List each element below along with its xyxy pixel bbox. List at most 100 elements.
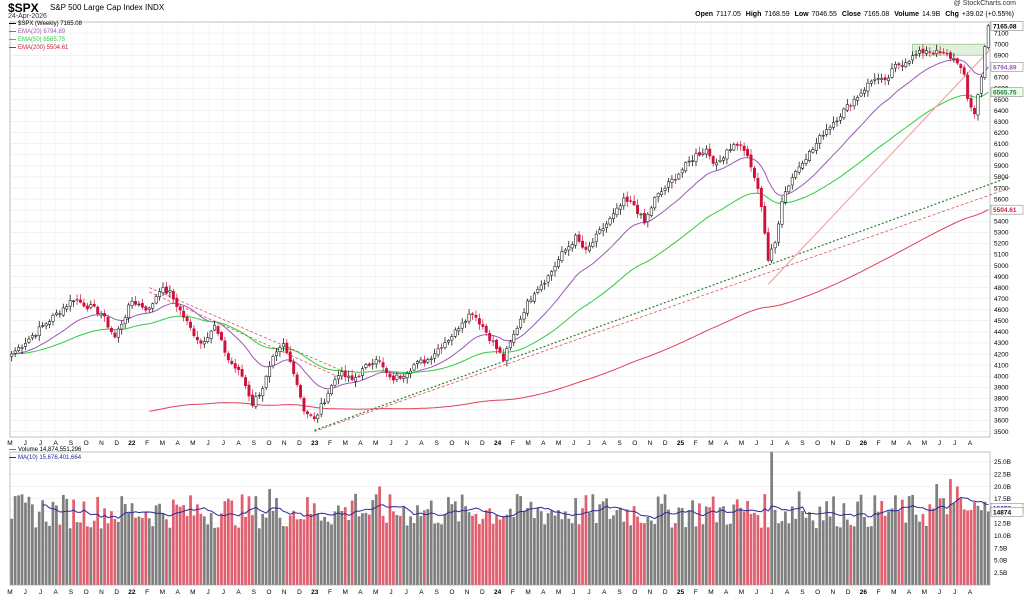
candle-body bbox=[192, 328, 196, 337]
candle-body bbox=[464, 320, 468, 323]
volume-month-label: S bbox=[69, 589, 74, 596]
candle-body bbox=[780, 201, 784, 225]
volume-tick-label: 25.0B bbox=[994, 459, 1011, 466]
candle-body bbox=[832, 122, 835, 128]
volume-month-label: A bbox=[785, 589, 790, 596]
candle-body bbox=[340, 371, 344, 377]
candle-body bbox=[543, 283, 547, 285]
volume-bar bbox=[553, 515, 557, 585]
candle-body bbox=[495, 339, 499, 350]
candle-body bbox=[649, 207, 653, 216]
candle-body bbox=[299, 385, 303, 398]
volume-bar bbox=[144, 511, 148, 585]
candle-body bbox=[900, 65, 904, 67]
chart-date: 24-Apr-2026 bbox=[8, 13, 47, 20]
candle-body bbox=[154, 296, 158, 304]
ema-lines bbox=[11, 59, 989, 412]
volume-bar bbox=[945, 514, 949, 585]
volume-bar bbox=[55, 505, 58, 585]
candle-body bbox=[30, 335, 34, 339]
candle-body bbox=[883, 77, 887, 81]
volume-bar bbox=[412, 523, 416, 585]
candle-body bbox=[897, 63, 901, 66]
volume-bar bbox=[309, 514, 313, 585]
candle-body bbox=[973, 108, 976, 115]
volume-bar bbox=[367, 514, 371, 585]
volume-bar bbox=[495, 515, 498, 585]
volume-bar bbox=[632, 506, 636, 585]
candle-body bbox=[863, 89, 866, 94]
candle-body bbox=[85, 305, 89, 310]
candle-body bbox=[594, 233, 598, 243]
volume-month-label: O bbox=[449, 589, 454, 596]
candle-body bbox=[715, 162, 719, 166]
candle-body bbox=[484, 325, 488, 333]
price-tick-label: 6700 bbox=[994, 75, 1009, 82]
candle-body bbox=[20, 347, 24, 349]
volume-month-label: O bbox=[632, 589, 637, 596]
candle-body bbox=[44, 323, 48, 327]
volume-bar bbox=[361, 513, 364, 585]
volume-bar bbox=[251, 515, 254, 585]
price-month-label: J bbox=[953, 440, 956, 447]
volume-bar bbox=[92, 520, 96, 585]
volume-bar bbox=[440, 524, 443, 585]
volume-bar bbox=[312, 503, 316, 585]
candle-body bbox=[343, 370, 347, 378]
candle-body bbox=[354, 377, 358, 382]
volume-bar bbox=[422, 510, 426, 585]
volume-bar bbox=[880, 500, 884, 585]
candle-body bbox=[749, 154, 753, 168]
candle-body bbox=[285, 342, 289, 353]
price-tick-label: 3500 bbox=[994, 429, 1009, 436]
red-support-trendline bbox=[314, 187, 1011, 432]
pink-rising-trendline bbox=[767, 49, 991, 285]
candle-body bbox=[783, 191, 787, 203]
candle-body bbox=[106, 317, 110, 328]
candle-body bbox=[766, 232, 770, 261]
volume-month-label: F bbox=[328, 589, 332, 596]
volume-bar bbox=[612, 515, 615, 585]
candle-body bbox=[667, 181, 670, 188]
candle-body bbox=[732, 144, 736, 151]
volume-bar bbox=[718, 507, 722, 585]
volume-bar bbox=[897, 510, 901, 585]
price-month-label: M bbox=[7, 440, 12, 447]
candle-body bbox=[436, 348, 440, 356]
candle-body bbox=[27, 338, 31, 343]
candle-body bbox=[739, 144, 743, 146]
legend-volume-text: Volume 14,874,551,296 bbox=[18, 447, 82, 453]
candle-body bbox=[316, 414, 320, 420]
ema50-tag-text: 6565.75 bbox=[993, 90, 1017, 97]
volume-bar bbox=[794, 518, 798, 585]
candle-body bbox=[171, 291, 175, 300]
volume-bar bbox=[543, 524, 547, 585]
candle-body bbox=[41, 325, 45, 327]
volume-month-label: A bbox=[175, 589, 180, 596]
price-month-label: O bbox=[267, 440, 272, 447]
candle-body bbox=[347, 375, 351, 378]
candle-body bbox=[271, 356, 275, 366]
candle-body bbox=[144, 306, 148, 311]
candle-body bbox=[350, 375, 354, 381]
candle-body bbox=[914, 54, 918, 56]
candle-body bbox=[34, 335, 38, 337]
volume-bar bbox=[20, 494, 24, 585]
candle-body bbox=[426, 359, 430, 363]
candle-body bbox=[182, 310, 186, 318]
candle-body bbox=[581, 240, 584, 248]
price-tick-label: 5100 bbox=[994, 252, 1009, 259]
volume-bar bbox=[237, 527, 241, 585]
volume-bar bbox=[770, 452, 774, 585]
volume-bar bbox=[392, 511, 395, 585]
candle-body bbox=[756, 178, 760, 189]
volume-bar bbox=[515, 494, 519, 585]
price-month-label: M bbox=[556, 440, 561, 447]
candle-body bbox=[567, 246, 571, 251]
candle-body bbox=[722, 157, 725, 161]
candle-body bbox=[856, 96, 860, 101]
volume-bar bbox=[955, 486, 959, 585]
volume-bar bbox=[48, 525, 51, 585]
price-tick-label: 7100 bbox=[994, 30, 1009, 37]
volume-bar bbox=[804, 517, 808, 585]
